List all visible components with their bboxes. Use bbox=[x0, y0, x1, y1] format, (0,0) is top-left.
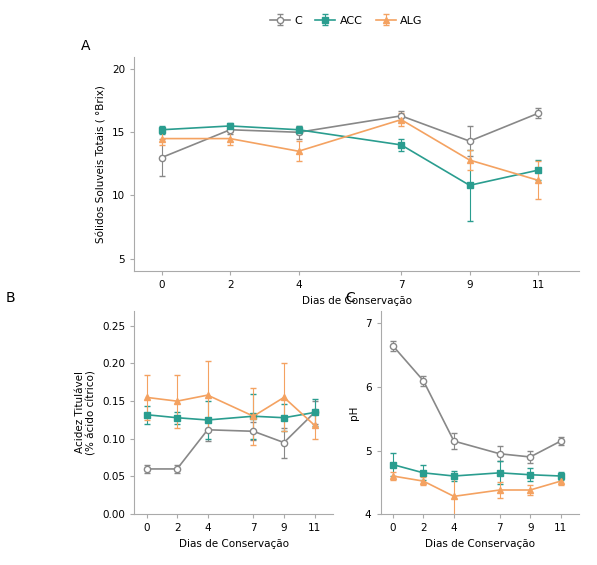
X-axis label: Dias de Conservação: Dias de Conservação bbox=[179, 539, 288, 549]
Y-axis label: pH: pH bbox=[349, 405, 359, 420]
Legend: C, ACC, ALG: C, ACC, ALG bbox=[265, 11, 427, 30]
X-axis label: Dias de Conservação: Dias de Conservação bbox=[301, 296, 412, 306]
Y-axis label: Sólidos Soluveis Totais ( °Brix): Sólidos Soluveis Totais ( °Brix) bbox=[97, 85, 106, 243]
Text: C: C bbox=[344, 291, 355, 305]
Y-axis label: Acidez Titulável
(% ácido cítrico): Acidez Titulável (% ácido cítrico) bbox=[75, 370, 97, 455]
X-axis label: Dias de Conservação: Dias de Conservação bbox=[425, 539, 535, 549]
Text: A: A bbox=[81, 40, 91, 53]
Text: B: B bbox=[6, 291, 16, 305]
